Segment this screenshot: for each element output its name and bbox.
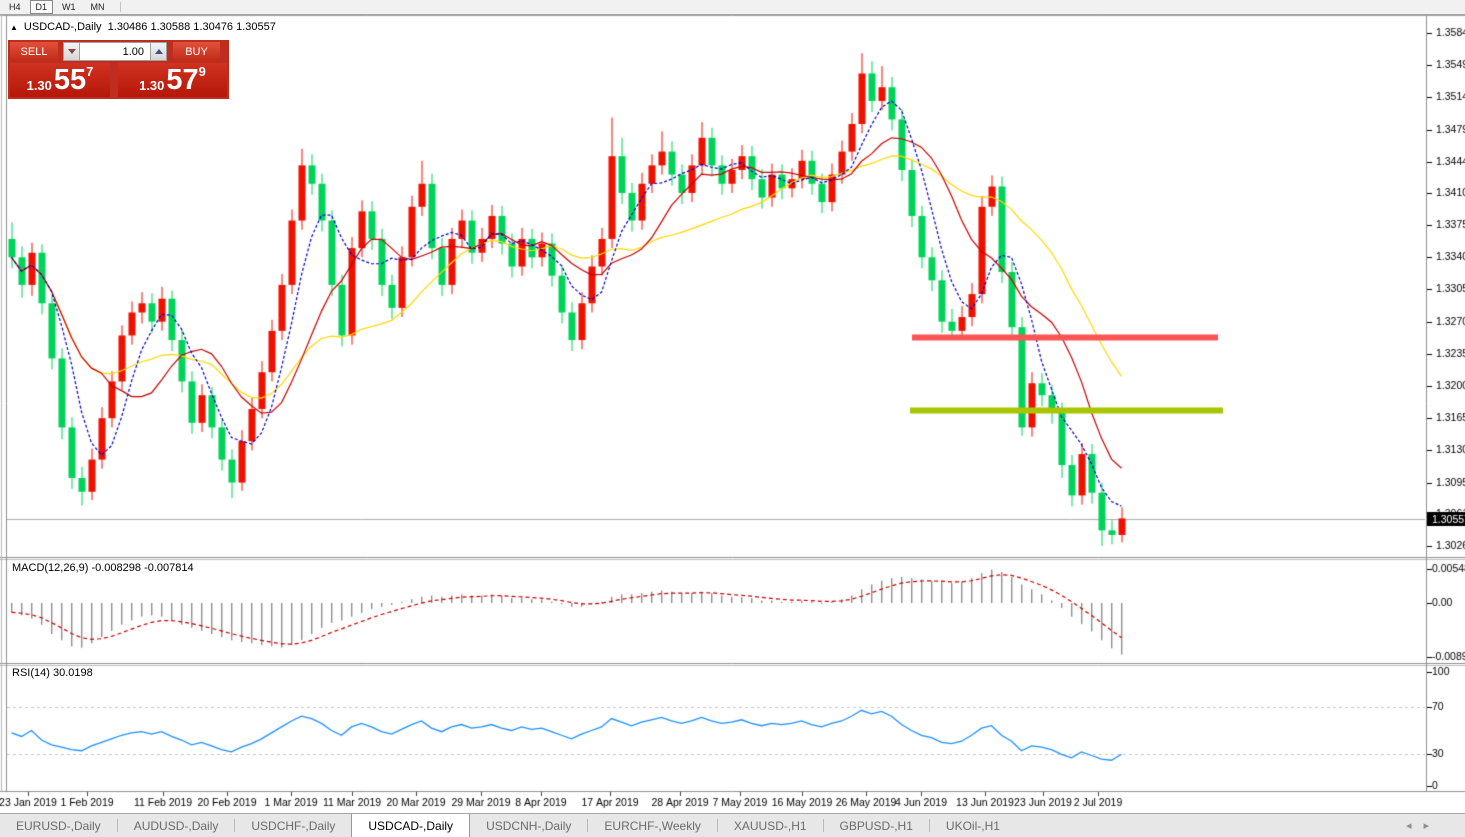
trade-panel-top-row: SELL 1.00 BUY	[8, 42, 229, 61]
tab-separator	[822, 819, 824, 832]
bid-price-point: 7	[86, 64, 94, 79]
chart-tab-usdchf-daily[interactable]: USDCHF-,Daily	[251, 818, 336, 833]
chart-tab-audusd-daily[interactable]: AUDUSD-,Daily	[133, 818, 219, 833]
timeframe-button-h4[interactable]: H4	[9, 2, 21, 12]
bid-price-pips: 55	[53, 64, 87, 96]
macd-indicator-label: MACD(12,26,9) -0.008298 -0.007814	[12, 562, 194, 574]
ask-price-pips: 57	[166, 64, 199, 96]
tab-separator	[116, 819, 118, 832]
tab-separator	[716, 819, 718, 832]
chart-tab-eurusd-daily[interactable]: EURUSD-,Daily	[16, 818, 101, 833]
sell-button[interactable]: SELL	[10, 42, 58, 61]
timeframe-button-mn[interactable]: MN	[90, 2, 105, 12]
chart-tab-eurchf-weekly[interactable]: EURCHF-,Weekly	[604, 818, 701, 833]
tab-separator	[234, 819, 236, 832]
volume-decrease-button[interactable]	[63, 42, 80, 61]
tab-separator	[928, 819, 930, 832]
tab-scroll-left-icon[interactable]: ◂	[1405, 820, 1412, 832]
chart-tab-bar: EURUSD-,Daily AUDUSD-,Daily USDCHF-,Daily U…	[0, 813, 1465, 837]
chart-tab-usdcad-daily[interactable]: USDCAD-,Daily	[351, 814, 471, 837]
timeframe-button-w1[interactable]: W1	[62, 2, 76, 12]
bid-price-button[interactable]: 1.30 55 7	[10, 63, 110, 97]
ask-price-button[interactable]: 1.30 57 9	[118, 63, 227, 97]
buy-button[interactable]: BUY	[173, 42, 220, 61]
timeframe-button-d1[interactable]: D1	[29, 0, 54, 14]
chart-tab-usdcnh-daily[interactable]: USDCNH-,Daily	[486, 818, 572, 833]
timeframe-toolbar: H4 D1 W1 MN	[0, 0, 1465, 15]
toolbar-separator	[119, 2, 121, 12]
chart-tab-gbpusd-h1[interactable]: GBPUSD-,H1	[839, 818, 913, 833]
chart-tab-xauusd-h1[interactable]: XAUUSD-,H1	[733, 818, 807, 833]
volume-input[interactable]: 1.00	[80, 42, 150, 61]
spinner-up-icon	[154, 49, 163, 54]
collapse-triangle-icon[interactable]: ▲	[10, 22, 18, 32]
tab-scroll-right-icon[interactable]: ▸	[1423, 820, 1429, 832]
chart-title-text: USDCAD-,Daily 1.30486 1.30588 1.30476 1.…	[23, 21, 276, 33]
spinner-down-icon	[67, 49, 76, 54]
bid-price-major: 1.30	[26, 77, 52, 93]
one-click-trade-panel: SELL 1.00 BUY 1.30 55 7 1.30 57 9	[8, 40, 229, 99]
tab-separator	[587, 819, 589, 832]
ask-price-point: 9	[198, 64, 206, 79]
chart-title: ▲ USDCAD-,Daily 1.30486 1.30588 1.30476 …	[10, 21, 276, 33]
volume-increase-button[interactable]	[150, 42, 167, 61]
chart-tab-ukoil-h1[interactable]: UKOil-,H1	[945, 818, 1000, 833]
rsi-indicator-label: RSI(14) 30.0198	[12, 667, 93, 679]
ask-price-major: 1.30	[139, 77, 165, 93]
tab-scroll-arrows: ◂ ▸	[1400, 814, 1465, 837]
